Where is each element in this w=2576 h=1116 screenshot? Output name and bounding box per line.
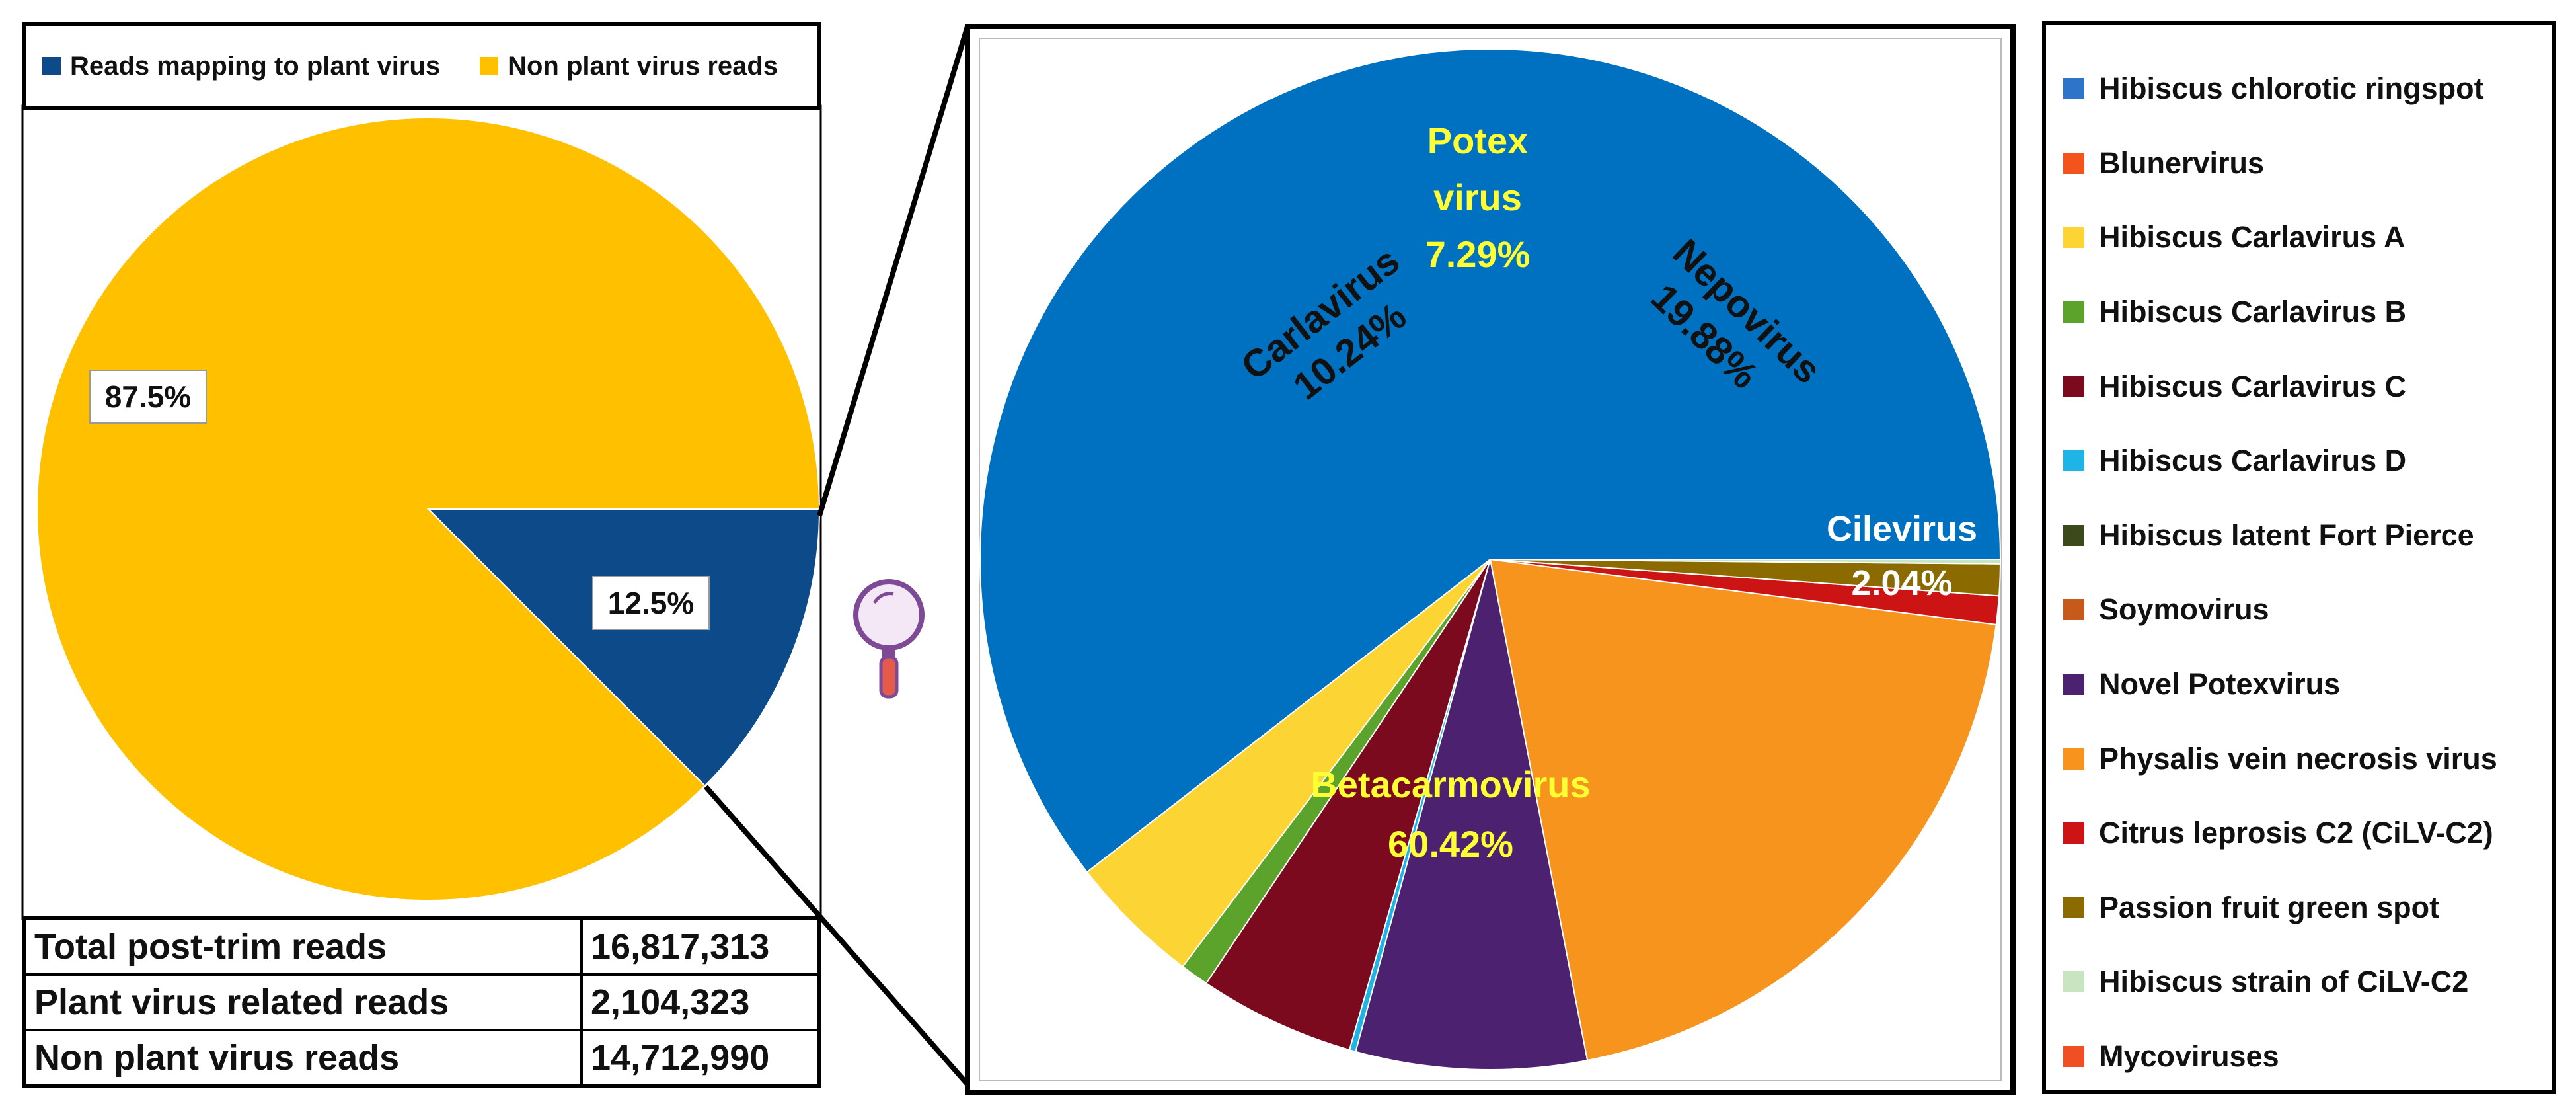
data-label-non-plant-virus: 87.5% [105,379,191,414]
legend-item-hibiscus-carlavirus-c: Hibiscus Carlavirus C [2063,349,2552,424]
group-label-cilevirus: Cilevirus [1827,509,1977,549]
legend-label: Non plant virus reads [508,51,778,81]
pie-slice-physalis-vein-necrosis-virus [1489,558,1997,1062]
legend-item-physalis-vein-necrosis-virus: Physalis vein necrosis virus [2063,721,2552,796]
stat-label: Total post-trim reads [23,917,583,976]
legend-entry-non-plant-virus: Non plant virus reads [480,52,778,81]
legend-label: Hibiscus strain of CiLV-C2 [2099,965,2469,999]
legend-label: Blunervirus [2099,145,2265,180]
pie-slice-hibiscus-strain-of-cilv-c2 [1490,559,2002,565]
group-label-potex-value: 7.29% [1425,233,1531,275]
data-label-non-plant-virus-box [89,370,207,424]
stat-value: 14,712,990 [580,1029,820,1088]
pie-slice-hibiscus-chlorotic-ringspot [979,48,2002,873]
group-label-potex-line1: Potex [1427,120,1529,161]
pie-slice-reads-mapping-to-plant-virus [426,508,821,787]
legend-swatch [2063,897,2084,918]
legend-swatch [2063,152,2084,174]
reads-stats-table: Total post-trim reads 16,817,313 Plant v… [22,916,821,1088]
legend-item-soymovirus: Soymovirus [2063,573,2552,647]
pie-slice-hibiscus-carlavirus-c [1205,559,1491,1051]
legend-label: Passion fruit green spot [2099,890,2440,924]
legend-swatch [2063,450,2084,472]
legend-item-blunervirus: Blunervirus [2063,126,2552,201]
detail-pie [979,48,2002,1070]
legend-item-citrus-leprosis-c2-cilv-c2: Citrus leprosis C2 (CiLV-C2) [2063,796,2552,871]
stat-value: 16,817,313 [580,917,820,976]
legend-swatch [480,57,499,75]
legend-swatch [2063,971,2084,993]
group-label-betacarmovirus-value: 60.42% [1388,823,1513,865]
legend-label: Reads mapping to plant virus [70,51,441,81]
legend-item-novel-potexvirus: Novel Potexvirus [2063,647,2552,722]
legend-swatch [42,57,61,75]
legend-swatch [2063,599,2084,621]
legend-label: Hibiscus latent Fort Pierce [2099,518,2474,552]
legend-swatch [2063,227,2084,249]
legend-label: Soymovirus [2099,592,2269,627]
legend-entry-plant-virus: Reads mapping to plant virus [42,52,440,81]
stat-label: Non plant virus reads [23,1029,583,1088]
data-label-plant-virus: 12.5% [608,586,694,620]
overview-pie: 12.5% 87.5% [36,117,821,902]
legend-item-passion-fruit-green-spot: Passion fruit green spot [2063,871,2552,945]
legend-swatch [2063,1046,2084,1068]
pie-slice-novel-potexvirus [1355,559,1589,1070]
legend-swatch [2063,524,2084,546]
legend-item-hibiscus-strain-of-cilv-c2: Hibiscus strain of CiLV-C2 [2063,945,2552,1019]
legend-label: Novel Potexvirus [2099,667,2341,701]
legend-label: Physalis vein necrosis virus [2099,741,2497,776]
legend-swatch [2063,376,2084,397]
stat-value: 2,104,323 [580,973,820,1031]
pie-slice-non-plant-virus-reads [36,117,821,902]
legend-swatch [2063,822,2084,844]
group-label-betacarmovirus: Betacarmovirus [1310,764,1590,805]
legend-label: Hibiscus chlorotic ringspot [2099,71,2484,106]
zoom-line-bottom [703,785,970,1086]
legend-label: Citrus leprosis C2 (CiLV-C2) [2099,816,2493,850]
zoom-line-top [817,25,970,517]
legend-swatch [2063,674,2084,696]
legend-item-hibiscus-carlavirus-a: Hibiscus Carlavirus A [2063,200,2552,275]
legend-swatch [2063,301,2084,323]
legend-swatch [2063,78,2084,100]
legend-label: Hibiscus Carlavirus B [2099,295,2407,329]
legend-item-hibiscus-carlavirus-d: Hibiscus Carlavirus D [2063,424,2552,498]
legend-label: Hibiscus Carlavirus D [2099,444,2407,478]
group-label-cilevirus-value: 2.04% [1851,563,1952,603]
legend-item-mycoviruses: Mycoviruses [2063,1019,2552,1094]
magnifier-icon [853,579,925,699]
detail-legend: Hibiscus chlorotic ringspot Blunervirus Hi… [2042,21,2556,1094]
legend-swatch [2063,748,2084,770]
group-label-potex-line2: virus [1433,177,1522,218]
pie-slice-hibiscus-carlavirus-a [1086,559,1491,968]
table-row: Total post-trim reads 16,817,313 [23,917,820,976]
table-row: Non plant virus reads 14,712,990 [23,1029,820,1088]
legend-item-hibiscus-chlorotic-ringspot: Hibiscus chlorotic ringspot [2063,52,2552,126]
overview-legend: Reads mapping to plant virus Non plant v… [22,22,821,110]
legend-label: Hibiscus Carlavirus C [2099,369,2407,403]
data-label-plant-virus-box [592,576,710,630]
legend-label: Mycoviruses [2099,1039,2279,1074]
legend-item-hibiscus-latent-fort-pierce: Hibiscus latent Fort Pierce [2063,498,2552,573]
table-row: Plant virus related reads 2,104,323 [23,973,820,1031]
stat-label: Plant virus related reads [23,973,583,1031]
legend-label: Hibiscus Carlavirus A [2099,220,2406,255]
legend-item-hibiscus-carlavirus-b: Hibiscus Carlavirus B [2063,275,2552,350]
